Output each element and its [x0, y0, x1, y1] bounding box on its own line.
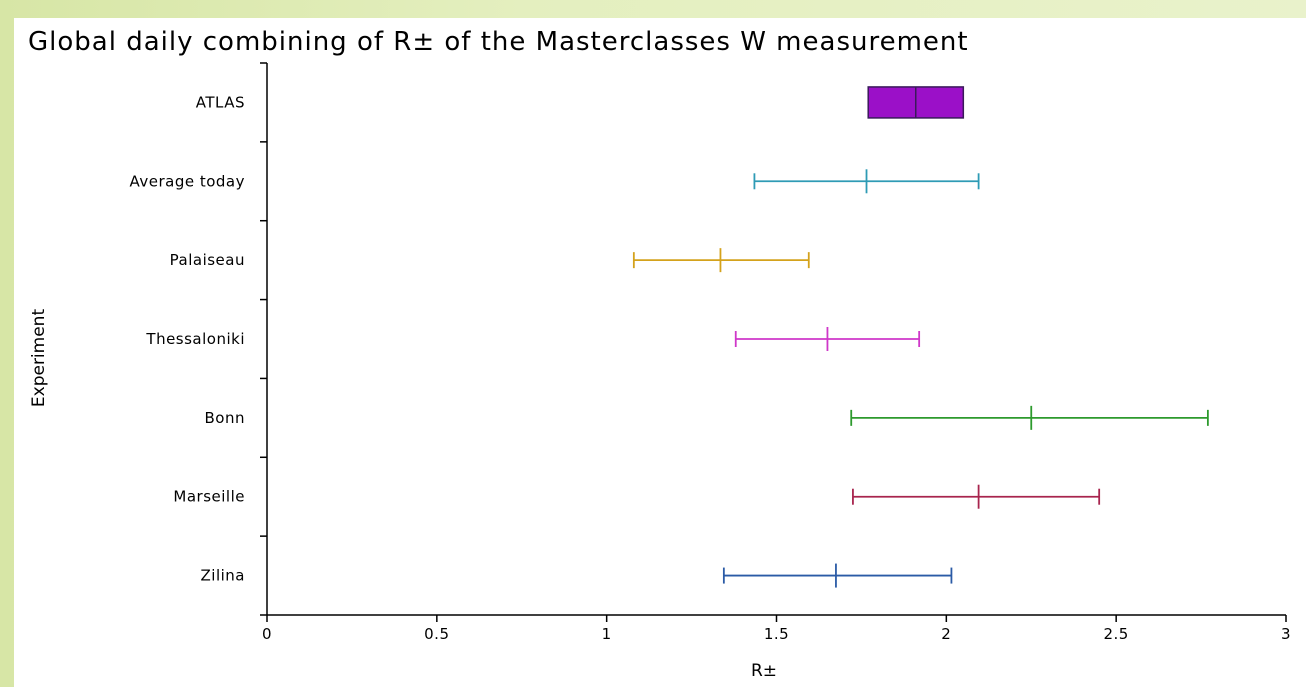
- y-tick-label: Palaiseau: [170, 251, 245, 269]
- chart-marks: [632, 86, 1209, 588]
- x-tick-label: 1.5: [764, 625, 789, 643]
- y-tick-label: Bonn: [205, 409, 245, 427]
- y-tick-label: Marseille: [173, 488, 245, 506]
- y-tick-label: Thessaloniki: [145, 330, 245, 348]
- x-tick-label: 0: [262, 625, 272, 643]
- x-tick-label: 0.5: [424, 625, 449, 643]
- y-axis-label: Experiment: [29, 309, 49, 408]
- x-tick-label: 2.5: [1103, 625, 1128, 643]
- x-tick-label: 1: [602, 625, 612, 643]
- chart-frame: Global daily combining of R± of the Mast…: [14, 18, 1306, 687]
- x-tick-label: 2: [941, 625, 951, 643]
- chart-svg: Global daily combining of R± of the Mast…: [28, 27, 1291, 681]
- x-axis-label: R±: [751, 661, 777, 681]
- y-tick-label: Zilina: [201, 567, 245, 585]
- chart-title: Global daily combining of R± of the Mast…: [28, 27, 969, 57]
- y-tick-label: Average today: [129, 172, 245, 190]
- y-tick-label: ATLAS: [196, 93, 245, 111]
- x-tick-label: 3: [1281, 625, 1291, 643]
- chart-axes: 0 0.5 1 1.5 2 2.5 3 ATLAS Average today Palaiseau…: [129, 62, 1291, 643]
